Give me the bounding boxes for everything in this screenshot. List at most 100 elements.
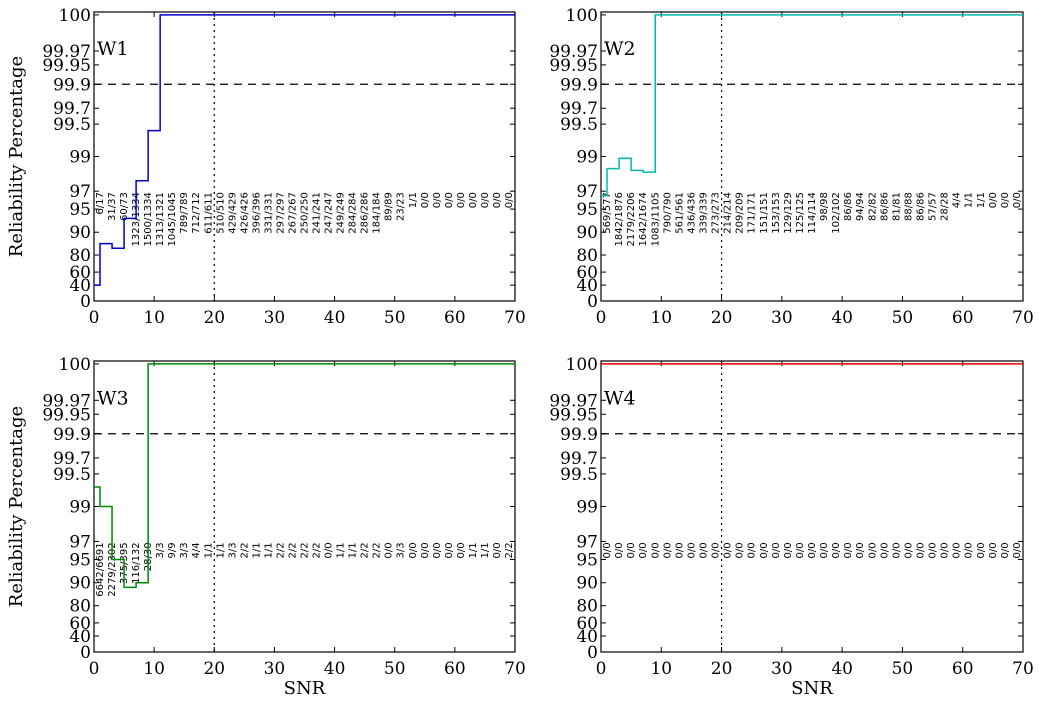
x-tick-label: 20 [711, 659, 733, 679]
count-label: 102/102 [831, 192, 842, 234]
count-label: 1/1 [203, 542, 214, 558]
count-label: 1642/1674 [638, 192, 649, 246]
count-label: 1/1 [976, 192, 987, 208]
x-axis-label: SNR [791, 678, 833, 699]
count-label: 0/0 [420, 192, 431, 208]
count-label: 0/0 [492, 542, 503, 558]
count-label: 0/0 [674, 542, 685, 558]
count-label: 789/789 [179, 192, 190, 234]
x-tick-label: 10 [650, 308, 672, 328]
count-label: 0/0 [432, 542, 443, 558]
count-label: 0/0 [420, 542, 431, 558]
count-label: 6/17 [95, 192, 106, 214]
count-label: 81/81 [891, 192, 902, 221]
x-tick-label: 60 [952, 659, 974, 679]
count-label: 0/0 [1012, 542, 1023, 558]
count-label: 0/0 [988, 542, 999, 558]
count-label: 0/0 [408, 542, 419, 558]
count-label: 0/0 [384, 542, 395, 558]
y-tick-label: 90 [69, 574, 91, 594]
count-label: 0/0 [976, 542, 987, 558]
x-tick-label: 50 [384, 308, 406, 328]
x-tick-label: 50 [892, 659, 914, 679]
count-label: 129/129 [783, 192, 794, 234]
count-label: 0/0 [783, 542, 794, 558]
count-label: 1/1 [215, 542, 226, 558]
count-label: 0/0 [903, 542, 914, 558]
count-label: 23/23 [396, 192, 407, 221]
count-label: 1/1 [263, 542, 274, 558]
count-label: 0/0 [879, 542, 890, 558]
count-label: 0/0 [735, 542, 746, 558]
y-tick-label: 90 [576, 574, 598, 594]
y-tick-label: 99.97 [42, 391, 91, 411]
plot-frame [600, 11, 1024, 302]
chart-panel-w4: 0 10 20 30 40 50 60 7004060809095979999.599.799… [549, 355, 1033, 699]
count-label: 790/790 [662, 192, 673, 234]
x-tick-label: 40 [324, 308, 346, 328]
count-label: 247/247 [324, 192, 335, 234]
count-label: 3/3 [227, 542, 238, 558]
count-label: 1313/1321 [155, 192, 166, 246]
y-tick-label: 97 [69, 532, 91, 552]
count-label: 249/249 [336, 192, 347, 234]
chart-panel-w3: 0 10 20 30 40 50 60 7004060809095979999.599.799… [6, 355, 526, 699]
count-label: 0/0 [504, 192, 515, 208]
count-label: 2279/2302 [107, 542, 118, 596]
count-label: 4/4 [191, 542, 202, 558]
y-tick-label: 100 [566, 6, 598, 26]
count-label: 1045/1045 [167, 192, 178, 246]
count-label: 1/1 [468, 542, 479, 558]
x-tick-label: 0 [89, 308, 100, 328]
count-label: 0/0 [480, 192, 491, 208]
x-tick-label: 20 [203, 659, 225, 679]
x-tick-label: 40 [831, 308, 853, 328]
y-tick-label: 99.9 [53, 75, 91, 95]
count-label: 116/132 [131, 542, 142, 584]
x-tick-label: 50 [892, 308, 914, 328]
x-tick-label: 30 [771, 659, 793, 679]
y-tick-label: 99.5 [560, 115, 598, 135]
y-tick-label: 80 [576, 597, 598, 617]
count-label: 89/89 [384, 192, 395, 221]
plot-frame [93, 360, 516, 653]
x-tick-label: 40 [324, 659, 346, 679]
count-label: 267/267 [287, 192, 298, 234]
count-label: 0/0 [771, 542, 782, 558]
chart-panel-w2: 0 10 20 30 40 50 60 7004060809095979999.599.799… [549, 6, 1033, 328]
y-tick-label: 99.95 [42, 56, 91, 76]
count-label: 57/57 [928, 192, 939, 221]
count-label: 1/1 [251, 542, 262, 558]
y-tick-label: 60 [576, 614, 598, 634]
x-tick-label: 40 [831, 659, 853, 679]
y-tick-label: 100 [59, 6, 91, 26]
count-label: 153/153 [771, 192, 782, 234]
count-label: 297/297 [275, 192, 286, 234]
count-label: 436/436 [686, 192, 697, 234]
count-label: 0/0 [855, 542, 866, 558]
count-label: 88/88 [903, 192, 914, 221]
y-tick-label: 0 [587, 292, 598, 312]
y-tick-label: 40 [69, 276, 91, 296]
count-label: 9/9 [167, 542, 178, 558]
y-tick-label: 60 [69, 614, 91, 634]
count-label: 0/0 [492, 192, 503, 208]
count-label: 241/241 [312, 192, 323, 234]
x-tick-label: 20 [711, 308, 733, 328]
count-label: 1083/1105 [650, 192, 661, 246]
count-label: 611/611 [203, 192, 214, 234]
count-label: 331/331 [263, 192, 274, 234]
x-tick-label: 0 [596, 308, 607, 328]
count-label: 284/284 [348, 192, 359, 234]
count-label: 214/214 [723, 192, 734, 234]
count-label: 0/0 [1012, 192, 1023, 208]
count-label: 396/396 [251, 192, 262, 234]
count-label: 0/0 [662, 542, 673, 558]
count-label: 0/0 [807, 542, 818, 558]
y-tick-label: 90 [69, 223, 91, 243]
y-tick-label: 40 [576, 276, 598, 296]
count-label: 94/94 [855, 192, 866, 221]
count-label: 0/0 [795, 542, 806, 558]
count-label: 2/2 [275, 542, 286, 558]
y-tick-label: 100 [566, 355, 598, 375]
